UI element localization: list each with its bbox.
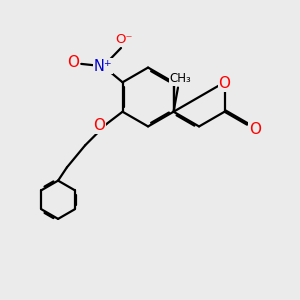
Text: CH₃: CH₃ (169, 72, 191, 85)
Text: O: O (249, 122, 261, 136)
Text: O⁻: O⁻ (115, 33, 133, 46)
Text: O: O (67, 55, 79, 70)
Text: O: O (219, 76, 231, 91)
Text: O: O (93, 118, 105, 133)
Text: N⁺: N⁺ (94, 59, 112, 74)
